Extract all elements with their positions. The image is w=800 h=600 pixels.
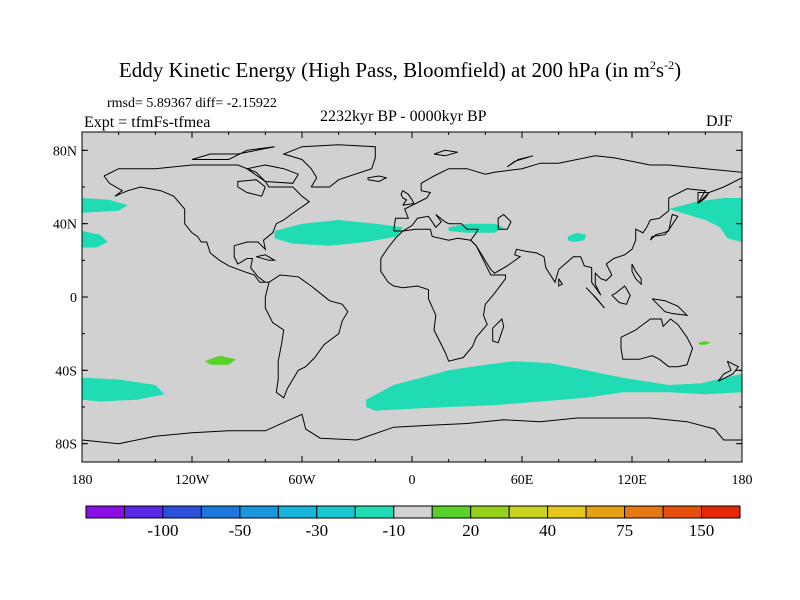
coastline-philippines [631, 263, 642, 286]
colorbar-swatch [200, 505, 241, 519]
colorbar-label: -100 [147, 521, 178, 540]
coastline-madagascar [492, 318, 505, 344]
coastline-new-guinea [651, 298, 689, 316]
coastline-svalbard [433, 149, 458, 157]
x-tick-label: 0 [409, 473, 416, 488]
coastline-sri-lanka [558, 278, 564, 287]
colorbar-swatch [239, 505, 279, 519]
region-north-pacific-west [668, 198, 742, 242]
map-background [82, 132, 742, 462]
region-north-pacific-east [82, 198, 128, 213]
time-period-label: 2232kyr BP - 0000kyr BP [320, 108, 487, 125]
coastline-uk [400, 189, 415, 206]
y-tick-label: 40N [53, 218, 77, 233]
colorbar [85, 505, 741, 519]
colorbar-label: 40 [539, 521, 556, 540]
colorbar-swatch [162, 505, 202, 519]
coastline-antarctica [81, 413, 742, 445]
coastline-baffin [245, 164, 300, 184]
coastline-novaya-zemlya [507, 155, 534, 168]
colorbar-swatch [393, 505, 433, 519]
rmsd-diff-stats: rmsd= 5.89367 diff= -2.15922 [107, 96, 277, 111]
coastline-australia [620, 318, 694, 368]
x-tick-label: 120E [617, 473, 647, 488]
x-tick-label: 180 [72, 473, 93, 488]
coastline-arctic-islands [191, 146, 275, 160]
y-tick-label: 80S [55, 438, 77, 453]
region-east-asia-patch [567, 232, 587, 242]
colorbar-label: 20 [462, 521, 479, 540]
region-north-pacific-east-2 [82, 231, 108, 248]
region-tasman-positive [698, 341, 711, 345]
colorbar-label: -30 [305, 521, 328, 540]
colorbar-label: -50 [229, 521, 252, 540]
colorbar-swatch [701, 505, 741, 519]
coastline-sakhalin-kamchatka [697, 192, 710, 204]
colorbar-label: 150 [689, 521, 715, 540]
colorbar-swatch [85, 505, 125, 519]
coastline-iceland [367, 175, 388, 183]
y-tick-label: 40S [55, 364, 77, 379]
colorbar-swatch [431, 505, 472, 519]
coastline-eurasia [393, 155, 743, 296]
coastline-south-america [264, 274, 349, 399]
region-south-pacific-band [82, 377, 165, 402]
region-mediterranean-band [448, 223, 504, 233]
x-tick-label: 120W [175, 473, 210, 488]
colorbar-swatch [547, 505, 587, 519]
colorbar-swatch [124, 505, 164, 519]
region-north-atlantic-band [274, 220, 403, 246]
experiment-label: Expt = tfmFs-tfmea [84, 114, 211, 131]
y-tick-label: 80N [53, 144, 77, 159]
x-tick-label: 60W [288, 473, 316, 488]
coastline-japan [649, 213, 679, 241]
x-tick-label: 180 [732, 473, 753, 488]
y-tick-label: 0 [70, 291, 77, 306]
chart-title: Eddy Kinetic Energy (High Pass, Bloomfie… [118, 58, 682, 82]
coastline-africa [380, 228, 506, 362]
colorbar-swatch [508, 505, 549, 519]
colorbar-swatch [585, 505, 626, 519]
colorbar-swatch [662, 505, 703, 519]
region-south-pacific-positive [204, 355, 236, 365]
colorbar-swatch [470, 505, 510, 519]
coastline-indonesia [585, 287, 605, 309]
colorbar-swatch [354, 505, 395, 519]
coastline-arabia-caspian [497, 213, 512, 230]
coastline-new-zealand [717, 360, 740, 382]
coastline-hudson-bay [237, 179, 266, 197]
region-south-indian-ocean-band [366, 361, 742, 411]
colorbar-swatch [624, 505, 664, 519]
coastline-greenland [282, 144, 376, 188]
colorbar-swatch [277, 505, 318, 519]
coastline-borneo [611, 285, 631, 305]
coastline-cuba [256, 254, 277, 261]
colorbar-label: -10 [382, 521, 405, 540]
colorbar-swatch [316, 505, 356, 519]
season-label: DJF [706, 113, 733, 130]
coastline-north-america [103, 164, 311, 283]
x-tick-label: 60E [511, 473, 534, 488]
colorbar-label: 75 [616, 521, 633, 540]
